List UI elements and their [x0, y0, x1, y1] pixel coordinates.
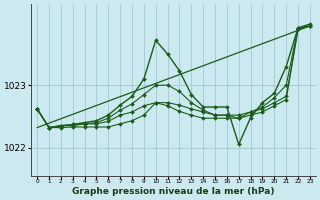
X-axis label: Graphe pression niveau de la mer (hPa): Graphe pression niveau de la mer (hPa) [72, 187, 275, 196]
